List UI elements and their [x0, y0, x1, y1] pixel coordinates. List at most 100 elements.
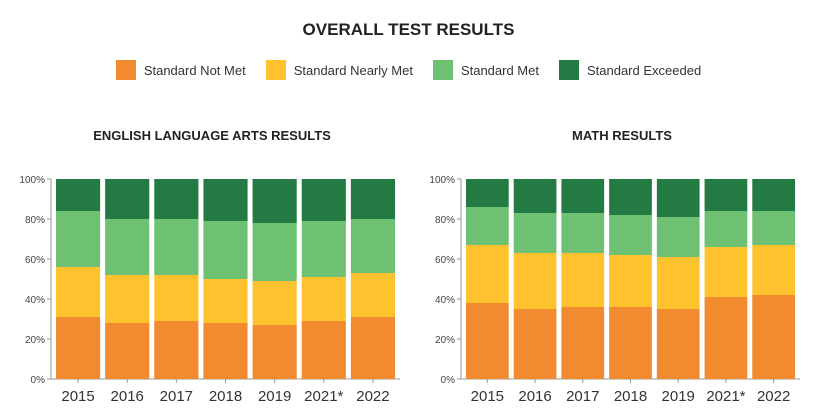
legend: Standard Not Met Standard Nearly Met Sta…: [0, 60, 817, 80]
bar-segment: [301, 321, 346, 379]
bar-segment: [466, 207, 509, 245]
bar-segment: [609, 255, 652, 307]
bar-segment: [301, 179, 346, 221]
y-tick-label: 100%: [429, 175, 455, 186]
legend-label: Standard Nearly Met: [293, 62, 413, 78]
bar-segment: [704, 297, 748, 379]
x-tick-label: 2022: [356, 388, 389, 405]
bar-segment: [105, 219, 150, 275]
bar-segment: [301, 277, 346, 321]
bar-segment: [561, 213, 605, 253]
bar-segment: [154, 275, 199, 321]
bar-segment: [56, 211, 101, 267]
x-tick-label: 2018: [614, 388, 647, 405]
bar-segment: [56, 317, 101, 379]
y-tick-label: 20%: [435, 335, 455, 346]
bar-segment: [656, 179, 700, 217]
legend-label: Standard Met: [460, 62, 539, 78]
legend-item: Standard Exceeded: [558, 60, 702, 80]
bar-segment: [513, 309, 557, 379]
legend-swatch: [265, 60, 286, 80]
x-tick-label: 2019: [662, 388, 695, 405]
bar-segment: [513, 179, 557, 213]
bar-segment: [252, 281, 297, 325]
chart-title: MATH RESULTS: [572, 128, 672, 143]
figure-title: OVERALL TEST RESULTS: [302, 20, 515, 39]
bar-segment: [105, 179, 150, 219]
bar-segment: [752, 179, 795, 211]
bar-segment: [656, 257, 700, 309]
x-tick-label: 2016: [111, 388, 144, 405]
bar-segment: [301, 221, 346, 277]
bar-segment: [203, 279, 248, 323]
y-tick-label: 40%: [435, 295, 455, 306]
y-tick-label: 80%: [25, 215, 45, 226]
bar-segment: [56, 179, 101, 211]
bar-segment: [252, 179, 297, 223]
bar-segment: [752, 245, 795, 295]
x-tick-label: 2017: [566, 388, 599, 405]
bar-segment: [561, 179, 605, 213]
x-tick-label: 2015: [471, 388, 504, 405]
x-tick-label: 2018: [209, 388, 242, 405]
y-tick-label: 60%: [435, 255, 455, 266]
bar-segment: [105, 275, 150, 323]
bar-segment: [609, 307, 652, 379]
x-tick-label: 2021*: [304, 388, 343, 405]
bar-segment: [752, 211, 795, 245]
bar-segment: [203, 221, 248, 279]
bar-segment: [154, 321, 199, 379]
y-tick-label: 0%: [441, 375, 456, 386]
bar-segment: [105, 323, 150, 379]
legend-item: Standard Not Met: [115, 60, 246, 80]
bar-segment: [350, 273, 395, 317]
bar-segment: [561, 307, 605, 379]
bar-segment: [154, 179, 199, 219]
bar-segment: [252, 223, 297, 281]
legend-swatch: [558, 60, 579, 80]
bar-segment: [466, 303, 509, 379]
bar-segment: [154, 219, 199, 275]
y-tick-label: 20%: [25, 335, 45, 346]
x-tick-label: 2019: [258, 388, 291, 405]
legend-swatch: [432, 60, 453, 80]
bar-segment: [350, 179, 395, 219]
x-tick-label: 2017: [160, 388, 193, 405]
x-tick-label: 2016: [518, 388, 551, 405]
bar-segment: [252, 325, 297, 379]
y-tick-label: 60%: [25, 255, 45, 266]
bar-segment: [752, 295, 795, 379]
x-tick-label: 2022: [757, 388, 790, 405]
bar-segment: [704, 211, 748, 247]
y-tick-label: 0%: [31, 375, 46, 386]
y-tick-label: 40%: [25, 295, 45, 306]
bar-segment: [466, 179, 509, 207]
x-tick-label: 2015: [61, 388, 94, 405]
bar-segment: [203, 179, 248, 221]
legend-item: Standard Nearly Met: [265, 60, 413, 80]
legend-swatch: [115, 60, 136, 80]
bar-segment: [466, 245, 509, 303]
y-tick-label: 80%: [435, 215, 455, 226]
legend-item: Standard Met: [432, 60, 539, 80]
bar-segment: [561, 253, 605, 307]
bar-segment: [609, 215, 652, 255]
x-tick-label: 2021*: [706, 388, 745, 405]
bar-segment: [609, 179, 652, 215]
legend-label: Standard Not Met: [143, 62, 246, 78]
legend-label: Standard Exceeded: [586, 62, 702, 78]
bar-segment: [350, 317, 395, 379]
bar-segment: [656, 217, 700, 257]
chart-title: ENGLISH LANGUAGE ARTS RESULTS: [93, 128, 331, 143]
bar-segment: [704, 247, 748, 297]
bar-segment: [56, 267, 101, 317]
y-tick-label: 100%: [19, 175, 45, 186]
bar-segment: [350, 219, 395, 273]
bar-segment: [704, 179, 748, 211]
bar-segment: [513, 253, 557, 309]
bar-segment: [513, 213, 557, 253]
bar-segment: [656, 309, 700, 379]
bar-segment: [203, 323, 248, 379]
